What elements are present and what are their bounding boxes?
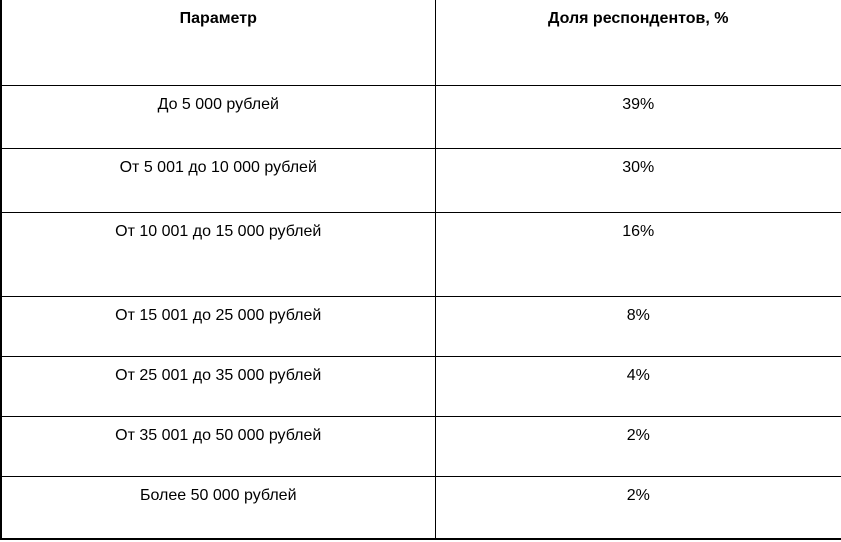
parameter-cell: От 25 001 до 35 000 рублей — [0, 355, 436, 417]
parameter-cell: От 35 001 до 50 000 рублей — [0, 415, 436, 477]
share-cell: 2% — [434, 475, 841, 540]
share-cell: 8% — [434, 295, 841, 357]
column-header-share: Доля респондентов, % — [434, 0, 841, 86]
column-header-parameter: Параметр — [0, 0, 436, 86]
share-cell: 4% — [434, 355, 841, 417]
table-row: Более 50 000 рублей 2% — [0, 475, 841, 540]
parameter-cell: От 10 001 до 15 000 рублей — [0, 211, 436, 297]
table-row: От 5 001 до 10 000 рублей 30% — [0, 147, 841, 213]
parameter-cell: От 5 001 до 10 000 рублей — [0, 147, 436, 213]
table-row: От 15 001 до 25 000 рублей 8% — [0, 295, 841, 357]
share-cell: 16% — [434, 211, 841, 297]
parameter-cell: Более 50 000 рублей — [0, 475, 436, 540]
share-cell: 2% — [434, 415, 841, 477]
parameter-cell: До 5 000 рублей — [0, 84, 436, 149]
table-header-row: Параметр Доля респондентов, % — [0, 0, 841, 86]
share-cell: 39% — [434, 84, 841, 149]
table-row: От 10 001 до 15 000 рублей 16% — [0, 211, 841, 297]
parameter-cell: От 15 001 до 25 000 рублей — [0, 295, 436, 357]
share-cell: 30% — [434, 147, 841, 213]
table-row: От 35 001 до 50 000 рублей 2% — [0, 415, 841, 477]
table-row: До 5 000 рублей 39% — [0, 84, 841, 149]
table-row: От 25 001 до 35 000 рублей 4% — [0, 355, 841, 417]
